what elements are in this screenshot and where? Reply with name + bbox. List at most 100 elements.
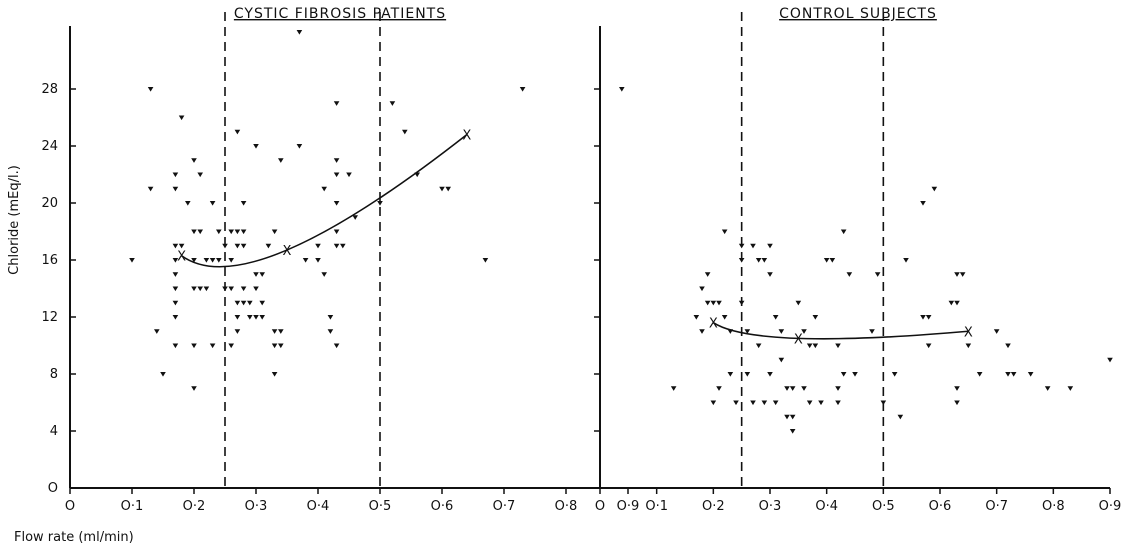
data-point bbox=[240, 201, 247, 206]
data-point bbox=[259, 315, 265, 320]
data-point bbox=[670, 386, 677, 391]
data-point bbox=[744, 329, 751, 334]
data-point bbox=[178, 243, 185, 249]
data-point bbox=[240, 300, 247, 306]
y-tick-label: 16 bbox=[41, 253, 58, 268]
data-point bbox=[767, 372, 773, 377]
data-point bbox=[340, 243, 346, 249]
data-point bbox=[925, 315, 932, 320]
y-tick-label: 12 bbox=[41, 310, 58, 325]
data-point bbox=[744, 372, 751, 377]
data-point bbox=[147, 87, 154, 92]
data-point bbox=[259, 272, 265, 277]
data-point bbox=[321, 186, 327, 192]
data-point bbox=[716, 300, 722, 306]
trend-marker-x: X bbox=[794, 332, 803, 347]
data-point bbox=[253, 286, 259, 292]
data-point bbox=[840, 372, 847, 377]
data-point bbox=[772, 400, 779, 406]
data-point bbox=[271, 229, 278, 235]
data-point bbox=[402, 129, 408, 135]
x-tick-label: O bbox=[595, 499, 605, 514]
data-point bbox=[954, 272, 960, 277]
x-tick-label: O·4 bbox=[307, 499, 330, 514]
data-point bbox=[172, 272, 179, 277]
x-tick-label: O·2 bbox=[702, 499, 725, 514]
data-point bbox=[1107, 357, 1113, 363]
data-point bbox=[840, 229, 847, 235]
data-point bbox=[333, 172, 340, 178]
data-point bbox=[216, 258, 222, 263]
data-point bbox=[806, 400, 813, 406]
data-point bbox=[253, 315, 259, 320]
data-point bbox=[178, 115, 185, 121]
data-point bbox=[801, 386, 807, 391]
data-point bbox=[209, 343, 216, 349]
data-point bbox=[778, 357, 785, 363]
data-point bbox=[823, 258, 830, 263]
data-point bbox=[234, 229, 241, 235]
data-point bbox=[738, 243, 745, 249]
data-point bbox=[948, 300, 955, 306]
data-point bbox=[172, 258, 179, 263]
chart-panel-cystic-fibrosis: CYSTIC FIBROSIS PATIENTS Chloride (mEq/l… bbox=[7, 6, 639, 545]
data-point bbox=[852, 372, 858, 377]
data-point bbox=[835, 400, 841, 406]
data-point bbox=[172, 343, 179, 349]
data-point bbox=[976, 372, 983, 377]
data-point bbox=[247, 315, 253, 320]
data-point bbox=[278, 329, 284, 334]
data-point bbox=[1027, 372, 1034, 377]
trend-marker-x: X bbox=[709, 317, 718, 332]
data-point bbox=[835, 343, 841, 349]
data-point bbox=[519, 87, 526, 92]
trend-curve bbox=[181, 133, 468, 268]
data-point bbox=[846, 272, 853, 277]
data-point bbox=[778, 329, 785, 334]
data-point bbox=[296, 144, 303, 149]
data-point bbox=[710, 300, 717, 306]
chart-panel-control-subjects: CONTROL SUBJECTS O O·1 O·2 O·3 O·4 O·5 O·6 O·7 O… bbox=[594, 6, 1121, 514]
data-point bbox=[733, 400, 739, 406]
data-point bbox=[801, 329, 807, 334]
data-point bbox=[228, 229, 234, 235]
x-tick-label: O·7 bbox=[493, 499, 516, 514]
data-point bbox=[903, 258, 909, 263]
data-point bbox=[920, 201, 926, 206]
data-point bbox=[710, 400, 717, 406]
x-tick-label: O·8 bbox=[555, 499, 578, 514]
data-point bbox=[761, 258, 768, 263]
data-point bbox=[954, 300, 960, 306]
data-point bbox=[222, 243, 228, 249]
data-point bbox=[234, 129, 241, 135]
y-tick-label: 8 bbox=[50, 367, 58, 382]
data-point bbox=[880, 400, 887, 406]
data-point bbox=[172, 315, 179, 320]
data-point bbox=[333, 243, 340, 249]
data-point bbox=[693, 315, 700, 320]
data-point bbox=[784, 386, 790, 391]
data-point bbox=[818, 400, 824, 406]
x-tick-label: O·9 bbox=[1099, 499, 1122, 514]
data-point bbox=[296, 30, 303, 35]
data-point bbox=[920, 315, 926, 320]
data-point bbox=[721, 315, 728, 320]
data-point bbox=[321, 272, 327, 277]
data-point bbox=[806, 343, 813, 349]
data-point bbox=[278, 343, 284, 349]
data-point bbox=[738, 258, 745, 263]
data-point bbox=[789, 386, 796, 391]
data-point bbox=[738, 300, 745, 306]
data-point bbox=[954, 386, 960, 391]
x-tick-label: O·6 bbox=[929, 499, 952, 514]
data-point bbox=[789, 429, 796, 434]
data-point bbox=[302, 258, 309, 263]
x-tick-label: O·6 bbox=[431, 499, 454, 514]
data-point bbox=[897, 414, 904, 420]
x-tick-label: O·5 bbox=[369, 499, 392, 514]
data-point bbox=[253, 144, 259, 149]
data-point bbox=[925, 343, 932, 349]
data-point bbox=[482, 258, 489, 263]
y-tick-label: 28 bbox=[41, 82, 58, 97]
